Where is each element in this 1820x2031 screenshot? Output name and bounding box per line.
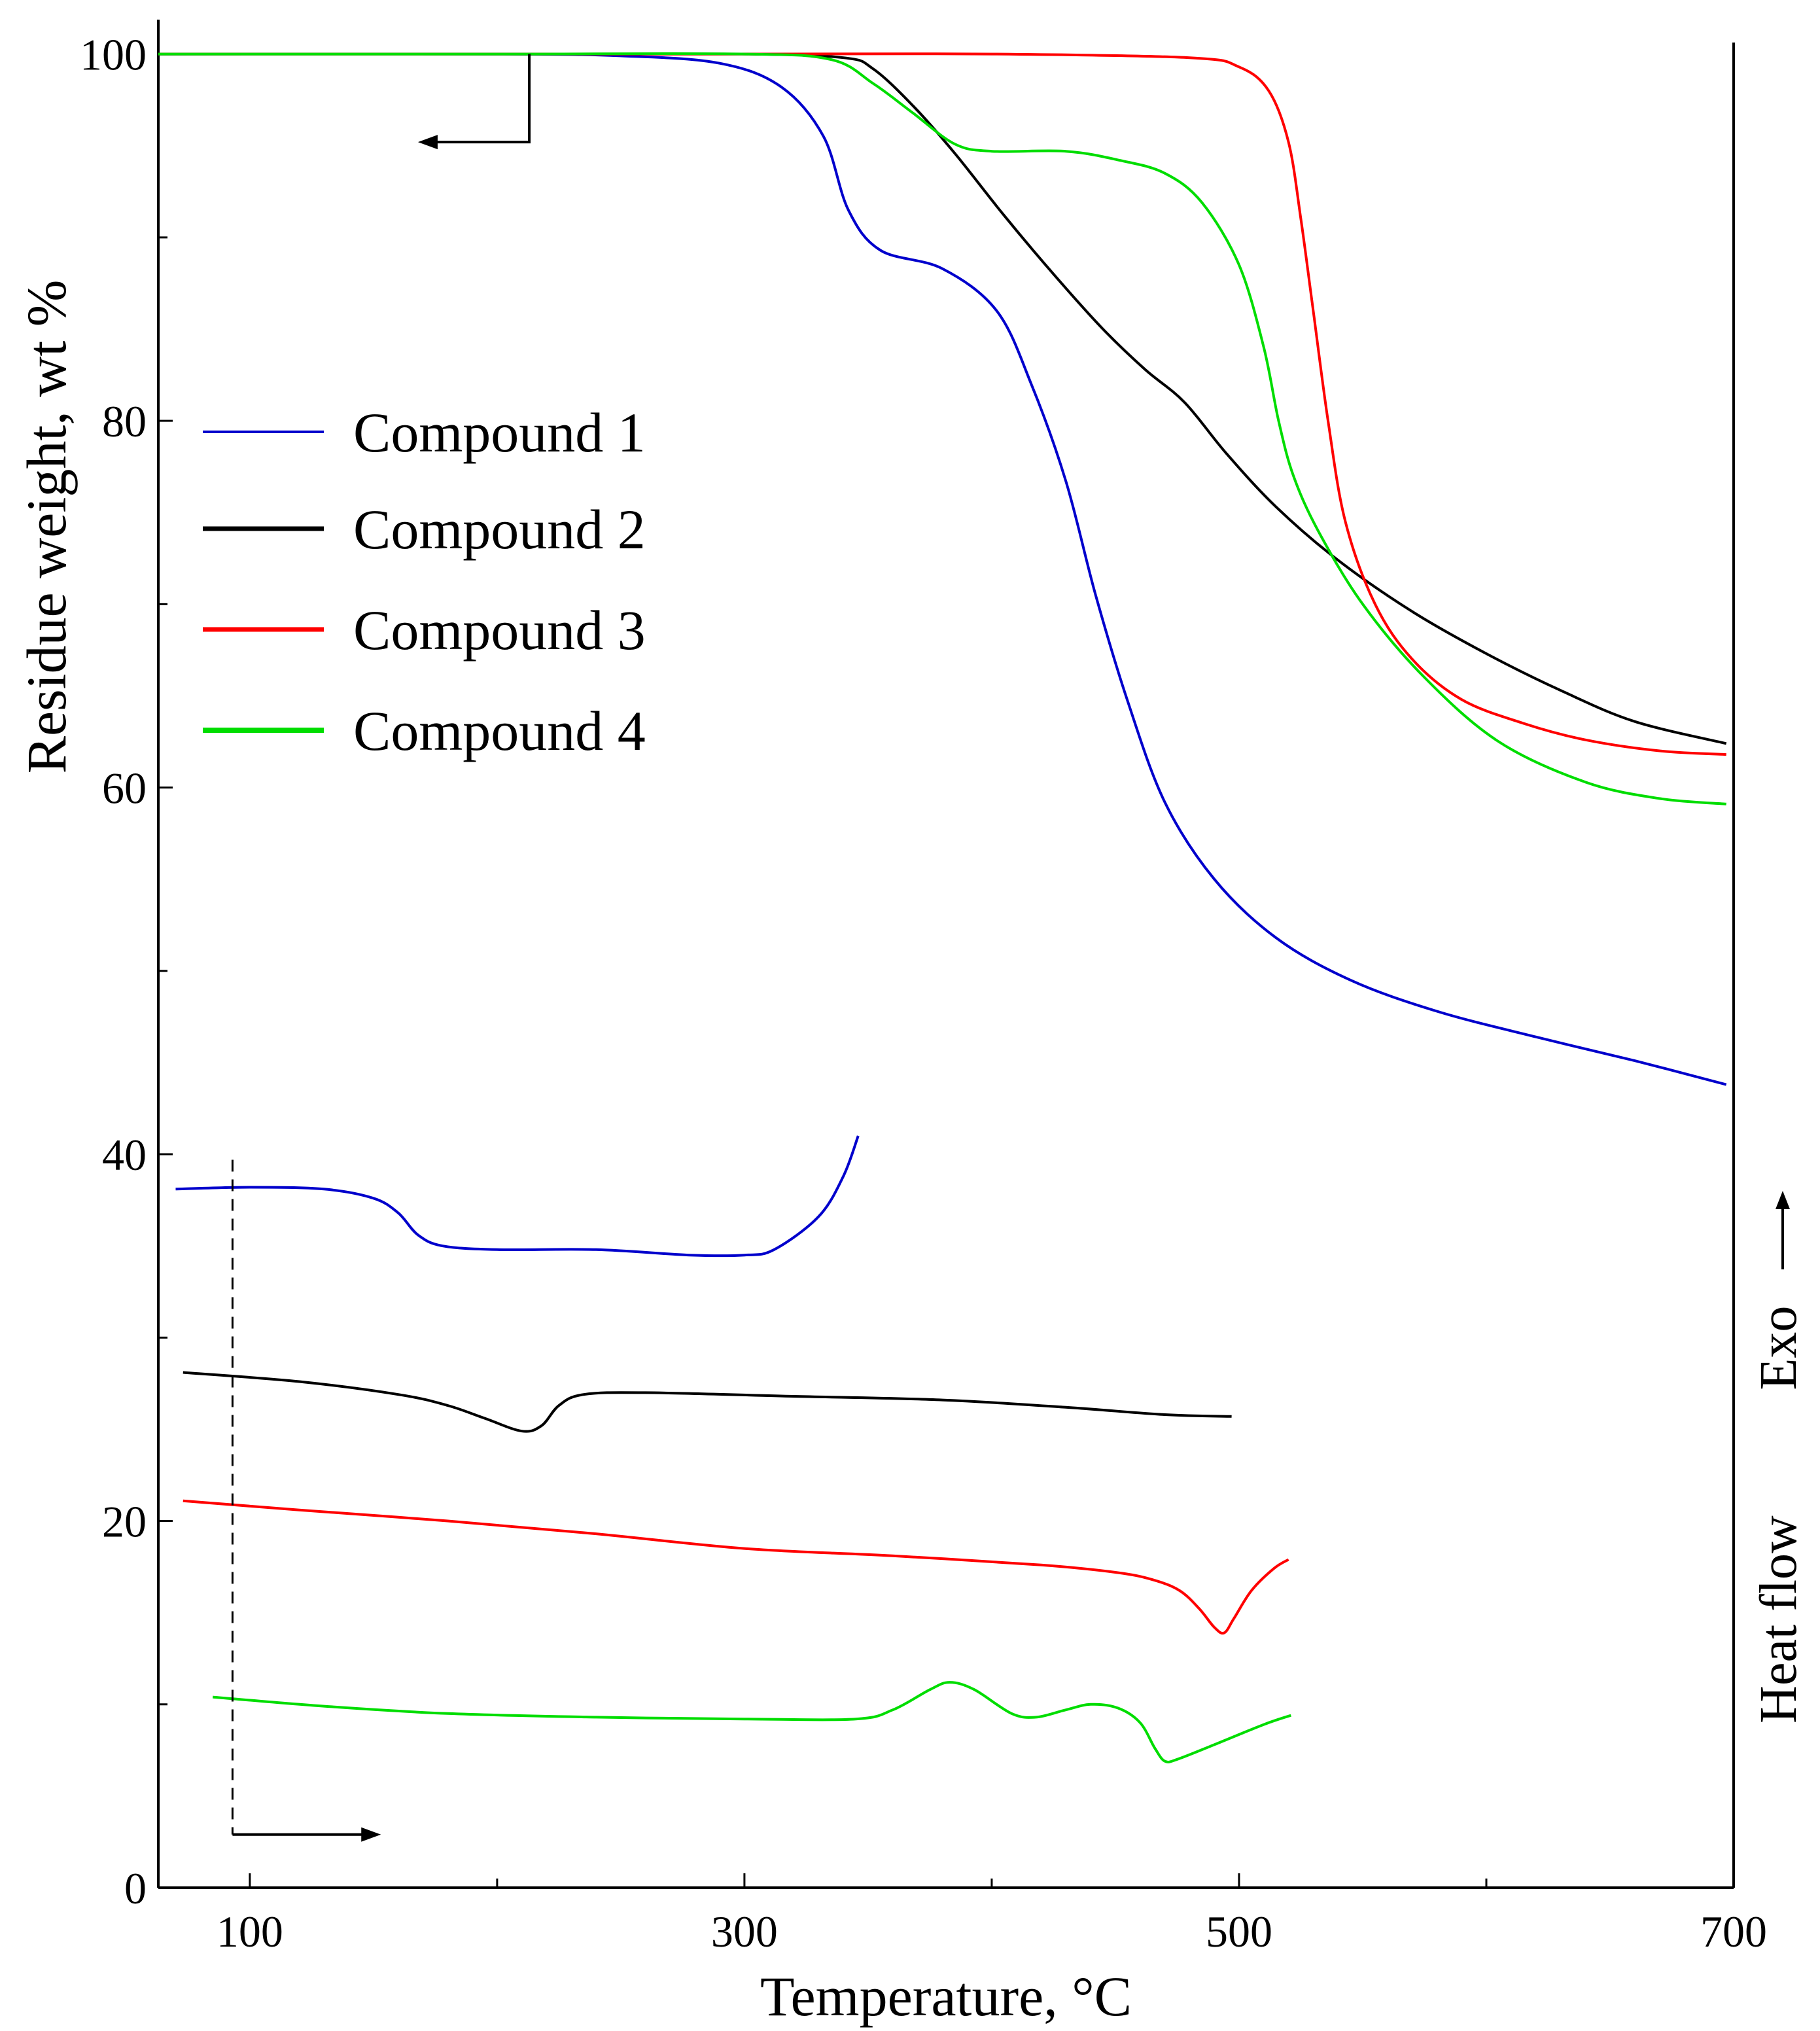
dsc-curve-compound-3 <box>183 1499 1289 1635</box>
y-tick-label-80: 80 <box>102 397 147 446</box>
legend-label-compound-2: Compound 2 <box>353 498 646 561</box>
dsc-curve-compound-1 <box>175 1135 860 1258</box>
exo-arrow-head <box>1776 1191 1790 1209</box>
tga-curve-compound-3 <box>158 52 1726 756</box>
axis-indicator-arrows <box>231 54 531 1842</box>
data-curves <box>158 52 1727 1764</box>
y-tick-label-20: 20 <box>102 1497 147 1547</box>
legend-label-compound-1: Compound 1 <box>353 401 646 464</box>
tga-axis-arrow-head <box>417 135 438 150</box>
x-axis-ticks: 100 300 500 700 <box>217 1873 1767 1956</box>
legend-label-compound-4: Compound 4 <box>353 699 646 762</box>
x-tick-label-700: 700 <box>1700 1907 1767 1956</box>
y-tick-label-40: 40 <box>102 1130 147 1180</box>
x-tick-label-100: 100 <box>217 1907 283 1956</box>
x-tick-label-500: 500 <box>1206 1907 1272 1956</box>
y-tick-label-0: 0 <box>124 1863 147 1913</box>
dsc-axis-arrow-head <box>361 1827 381 1842</box>
tga-curve-compound-1 <box>158 52 1727 1086</box>
tga-axis-arrow-line <box>434 54 531 144</box>
legend-label-compound-3: Compound 3 <box>353 599 646 662</box>
y-axis-ticks: 0 20 40 60 80 100 <box>80 30 173 1913</box>
heat-flow-label: Heat flow <box>1750 1515 1808 1723</box>
y-tick-label-100: 100 <box>80 30 147 80</box>
x-axis-title: Temperature, °C <box>760 1965 1132 2028</box>
x-tick-label-300: 300 <box>711 1907 778 1956</box>
dsc-curve-compound-2 <box>183 1371 1232 1433</box>
exo-label: Exo <box>1750 1306 1808 1390</box>
tga-curve-compound-4 <box>158 52 1726 805</box>
dsc-curve-compound-4 <box>213 1681 1291 1764</box>
y-axis-title: Residue weight, wt % <box>15 280 78 774</box>
legend: Compound 1 Compound 2 Compound 3 Compoun… <box>203 401 646 762</box>
y-tick-label-60: 60 <box>102 764 147 813</box>
